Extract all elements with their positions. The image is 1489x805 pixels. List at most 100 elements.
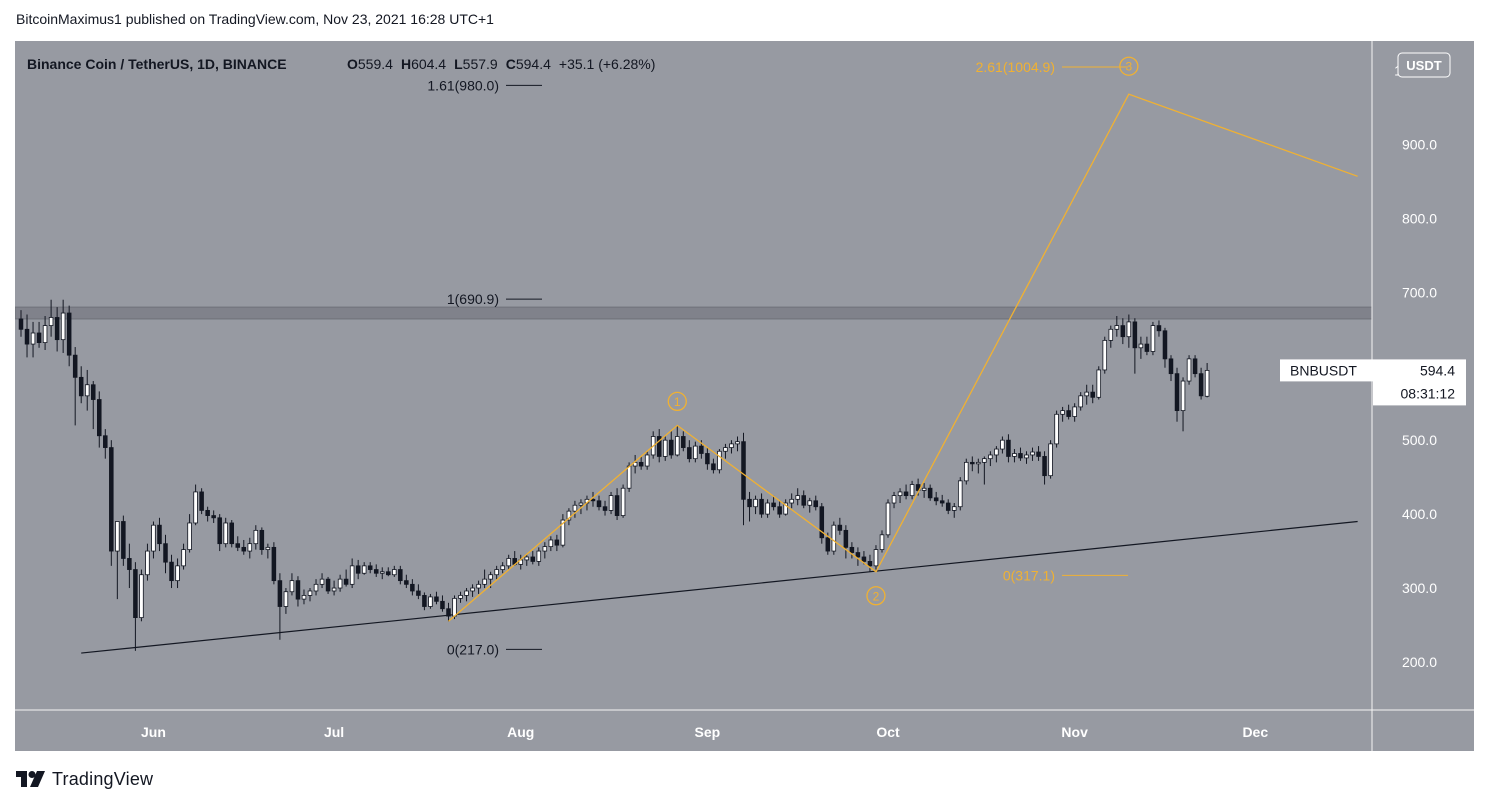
candle[interactable] (638, 456, 644, 470)
candle[interactable] (668, 431, 674, 459)
candle[interactable] (331, 580, 337, 596)
price-chart[interactable]: 1.61(980.0) 1(690.9) 0(217.0) 2.61(1004.9) 0… (15, 41, 1474, 751)
candle[interactable] (343, 569, 349, 587)
candle[interactable] (235, 536, 241, 552)
candle[interactable] (325, 576, 331, 594)
candle[interactable] (1132, 318, 1138, 374)
candle[interactable] (133, 562, 138, 651)
candle[interactable] (1108, 325, 1114, 348)
candle[interactable] (211, 510, 216, 523)
candle[interactable] (259, 527, 265, 555)
candle[interactable] (711, 458, 716, 474)
candle[interactable] (927, 484, 933, 501)
candle[interactable] (379, 567, 385, 580)
candle[interactable] (1084, 384, 1089, 405)
candle[interactable] (139, 569, 144, 622)
candle[interactable] (1198, 367, 1204, 400)
candle[interactable] (440, 595, 445, 612)
candle[interactable] (602, 500, 608, 516)
candle[interactable] (283, 588, 289, 614)
candle[interactable] (1120, 318, 1126, 345)
candle[interactable] (355, 559, 361, 580)
candle[interactable] (596, 495, 602, 511)
candle[interactable] (903, 484, 909, 500)
candle[interactable] (464, 588, 469, 602)
candle[interactable] (530, 551, 536, 565)
candle[interactable] (945, 499, 951, 515)
candle[interactable] (933, 491, 939, 506)
candle[interactable] (289, 573, 295, 596)
candle[interactable] (476, 580, 481, 594)
candle[interactable] (795, 488, 800, 506)
candle[interactable] (205, 506, 210, 522)
candle[interactable] (656, 429, 662, 463)
candle[interactable] (855, 547, 861, 566)
candle[interactable] (837, 517, 843, 535)
candle[interactable] (60, 299, 66, 353)
candle[interactable] (24, 314, 30, 358)
candle[interactable] (1114, 315, 1120, 337)
candle[interactable] (506, 554, 511, 570)
candle[interactable] (644, 451, 650, 470)
candle[interactable] (42, 315, 48, 350)
candle[interactable] (97, 391, 102, 448)
candle[interactable] (1096, 366, 1102, 400)
candle[interactable] (84, 369, 90, 411)
candle[interactable] (416, 584, 421, 600)
candle[interactable] (687, 440, 692, 463)
candle[interactable] (807, 497, 813, 513)
candle[interactable] (1126, 314, 1132, 348)
candle[interactable] (422, 592, 427, 611)
candle[interactable] (1000, 436, 1005, 454)
candle[interactable] (1030, 447, 1035, 461)
candle[interactable] (1078, 392, 1083, 411)
candle[interactable] (265, 543, 271, 559)
time-axis[interactable]: Jun Jul Aug Sep Oct Nov Dec (141, 724, 1268, 740)
candle[interactable] (1018, 447, 1023, 461)
candle[interactable] (115, 521, 120, 600)
candle[interactable] (157, 517, 162, 552)
chart-area[interactable]: 1.61(980.0) 1(690.9) 0(217.0) 2.61(1004.9) 0… (15, 41, 1474, 751)
candle[interactable] (373, 564, 379, 577)
candle[interactable] (777, 500, 782, 518)
candle[interactable] (404, 574, 409, 589)
candle[interactable] (1024, 451, 1029, 464)
candle[interactable] (921, 483, 927, 498)
candle[interactable] (729, 440, 734, 454)
candle[interactable] (1180, 377, 1186, 432)
candle[interactable] (103, 429, 108, 459)
candle[interactable] (223, 517, 228, 548)
candle[interactable] (578, 499, 584, 515)
candle[interactable] (957, 477, 963, 511)
tradingview-logo[interactable]: TradingView (16, 768, 153, 790)
candle[interactable] (121, 515, 126, 566)
candle[interactable] (295, 576, 301, 607)
candle[interactable] (951, 503, 957, 518)
candle[interactable] (361, 562, 367, 575)
candle[interactable] (897, 488, 903, 504)
candle[interactable] (1066, 404, 1071, 420)
candle[interactable] (1186, 355, 1192, 385)
candle[interactable] (681, 431, 686, 452)
candle[interactable] (885, 499, 891, 538)
candle[interactable] (970, 456, 975, 472)
candle[interactable] (1060, 406, 1065, 422)
candle[interactable] (428, 593, 433, 609)
candle[interactable] (1090, 384, 1095, 404)
candle[interactable] (1150, 321, 1156, 356)
candle[interactable] (1042, 451, 1047, 485)
candle[interactable] (819, 503, 825, 544)
candle[interactable] (566, 508, 572, 526)
candle[interactable] (151, 521, 156, 559)
candle[interactable] (253, 525, 259, 550)
candle[interactable] (693, 441, 698, 463)
candle[interactable] (337, 574, 343, 592)
candle[interactable] (982, 456, 987, 485)
candle[interactable] (458, 591, 463, 603)
candle[interactable] (608, 491, 614, 515)
candle[interactable] (554, 534, 560, 552)
candle[interactable] (632, 454, 638, 474)
candle[interactable] (307, 588, 313, 602)
candle[interactable] (181, 543, 186, 570)
candle[interactable] (367, 562, 373, 574)
